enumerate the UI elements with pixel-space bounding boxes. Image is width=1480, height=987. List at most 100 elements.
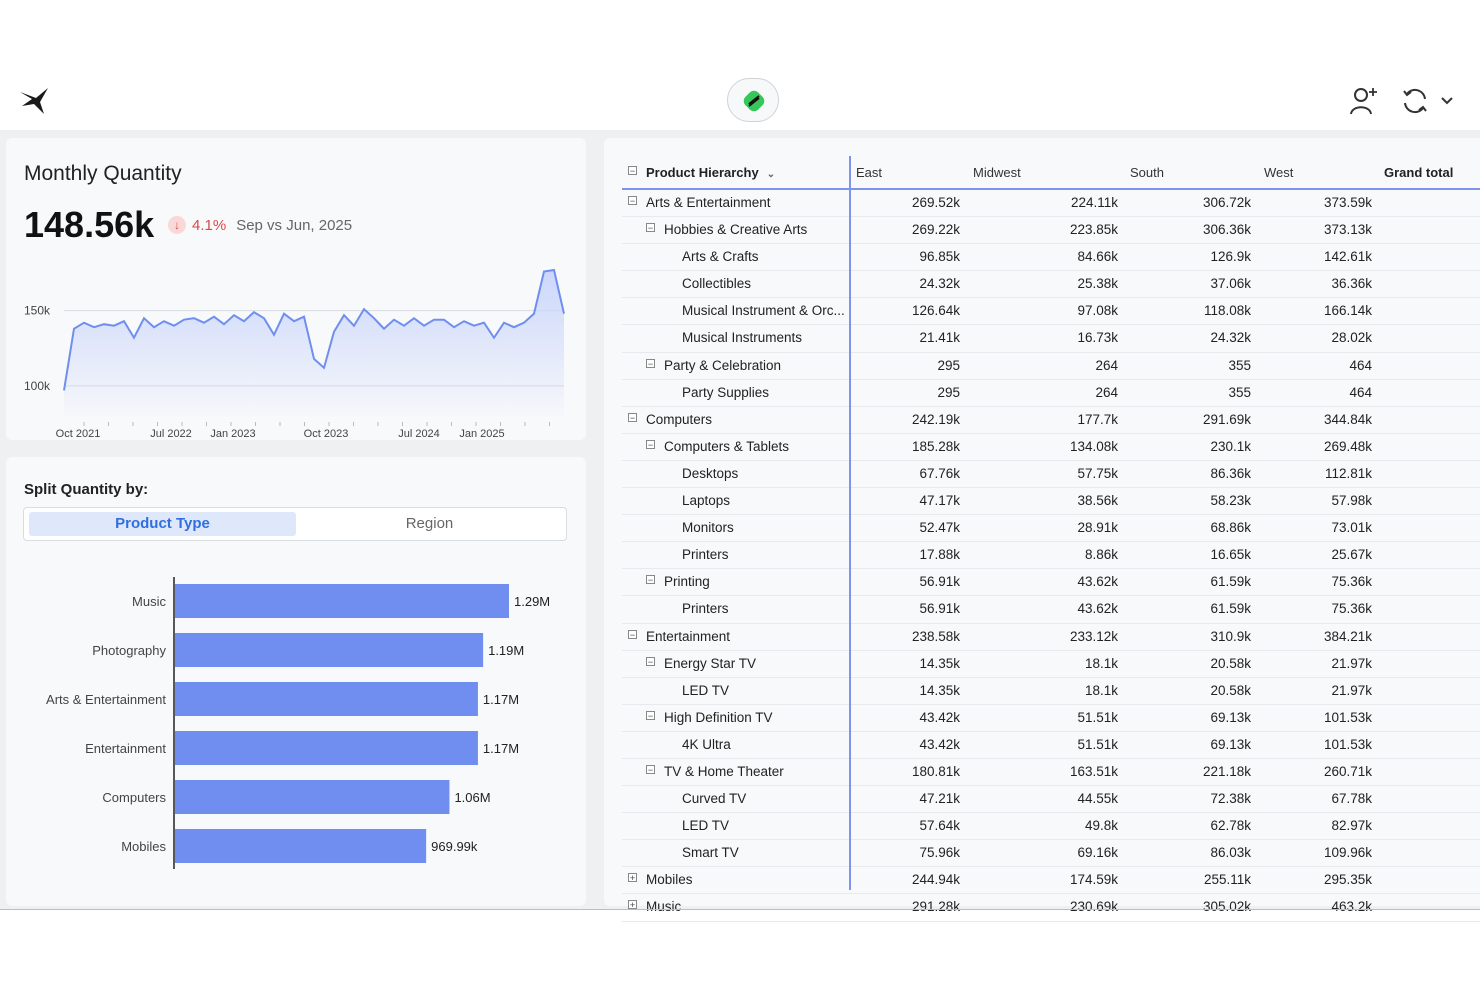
table-row[interactable]: − Computers 242.19k 177.7k 291.69k 344.84k: [622, 407, 1480, 434]
green-app-badge-icon[interactable]: [727, 78, 779, 122]
tab-region[interactable]: Region: [405, 515, 454, 532]
expand-icon[interactable]: +: [628, 873, 637, 884]
table-row[interactable]: − Entertainment 238.58k 233.12k 310.9k 384.21…: [622, 624, 1480, 651]
row-value: 223.85k: [1069, 222, 1118, 238]
chevron-down-icon[interactable]: [1440, 94, 1454, 108]
row-label: Arts & Entertainment: [646, 195, 771, 210]
collapse-icon[interactable]: −: [628, 196, 637, 206]
row-label: 4K Ultra: [682, 736, 731, 752]
collapse-icon[interactable]: −: [628, 412, 637, 423]
table-row[interactable]: Arts & Crafts 96.85k 84.66k 126.9k 142.61k: [622, 244, 1480, 272]
delta-comparison: Sep vs Jun, 2025: [236, 216, 353, 234]
row-value: 75.36k: [1331, 574, 1372, 590]
product-type-bar-chart[interactable]: Music 1.29M Photography 1.19M Arts & Enterta…: [6, 567, 586, 887]
x-tick-label: Jan 2023: [210, 428, 255, 438]
row-value: 109.96k: [1323, 845, 1372, 861]
table-row[interactable]: Printers 56.91k 43.62k 61.59k 75.36k: [622, 596, 1480, 624]
row-value: 69.13k: [1210, 709, 1251, 725]
row-value: 25.67k: [1331, 547, 1372, 563]
row-value: 384.21k: [1323, 628, 1372, 644]
bar[interactable]: [175, 731, 478, 765]
row-value: 305.02k: [1202, 899, 1251, 915]
bar-value-label: 1.17M: [483, 741, 519, 756]
row-value: 24.32k: [919, 276, 960, 292]
row-value: 118.08k: [1203, 303, 1251, 319]
collapse-icon[interactable]: −: [646, 223, 655, 234]
row-label: Energy Star TV: [664, 655, 757, 671]
refresh-icon[interactable]: [1400, 86, 1430, 116]
bar[interactable]: [175, 682, 478, 716]
expand-icon[interactable]: +: [628, 900, 637, 911]
table-row[interactable]: Collectibles 24.32k 25.38k 37.06k 36.36k: [622, 271, 1480, 299]
bar[interactable]: [175, 780, 450, 814]
table-row[interactable]: − Computers & Tablets 185.28k 134.08k 230.1k…: [622, 434, 1480, 461]
collapse-all-icon[interactable]: −: [628, 166, 637, 176]
table-row[interactable]: Desktops 67.76k 57.75k 86.36k 112.81k: [622, 461, 1480, 489]
collapse-icon[interactable]: −: [646, 575, 655, 586]
row-value: 177.7k: [1077, 411, 1118, 427]
table-row[interactable]: − Printing 56.91k 43.62k 61.59k 75.36k: [622, 569, 1480, 597]
split-segmented-control: Product Type Region: [23, 507, 567, 541]
table-row[interactable]: Musical Instrument & Orc... 126.64k 97.08k…: [622, 298, 1480, 326]
table-row[interactable]: − Party & Celebration 295 264 355 464: [622, 353, 1480, 380]
header-east[interactable]: East: [856, 165, 883, 180]
row-value: 47.17k: [919, 493, 960, 509]
monthly-quantity-chart[interactable]: 150k 100k Oct 2021 Jul 2022 Jan 2023 Oct 2023…: [6, 248, 586, 438]
table-row[interactable]: − Hobbies & Creative Arts 269.22k 223.85k 30…: [622, 217, 1480, 245]
add-user-icon[interactable]: [1348, 86, 1380, 116]
table-row[interactable]: Printers 17.88k 8.86k 16.65k 25.67k: [622, 542, 1480, 570]
table-row[interactable]: + Mobiles 244.94k 174.59k 255.11k 295.35k: [622, 867, 1480, 895]
table-row[interactable]: − Energy Star TV 14.35k 18.1k 20.58k 21.97k: [622, 651, 1480, 678]
header-west[interactable]: West: [1264, 165, 1294, 180]
tab-product-type[interactable]: Product Type: [29, 512, 296, 536]
row-label: Arts & Crafts: [682, 249, 759, 265]
row-value: 269.52k: [911, 195, 960, 210]
table-row[interactable]: − High Definition TV 43.42k 51.51k 69.13k 101…: [622, 705, 1480, 732]
row-value: 230.1k: [1210, 438, 1251, 454]
collapse-icon[interactable]: −: [646, 358, 655, 369]
header-grand-total[interactable]: Grand total: [1384, 165, 1454, 180]
table-row[interactable]: Musical Instruments 21.41k 16.73k 24.32k 28.…: [622, 325, 1480, 353]
bird-logo-icon[interactable]: [18, 84, 54, 118]
collapse-icon[interactable]: −: [646, 710, 655, 721]
row-value: 166.14k: [1323, 303, 1372, 319]
bar[interactable]: [175, 633, 484, 667]
table-row[interactable]: − Arts & Entertainment 269.52k 224.11k 306.7…: [622, 190, 1480, 218]
row-value: 58.23k: [1210, 493, 1251, 509]
collapse-icon[interactable]: −: [646, 656, 655, 667]
row-value: 16.73k: [1077, 330, 1118, 346]
row-label: Computers: [646, 411, 713, 427]
row-value: 464: [1349, 384, 1372, 400]
table-row[interactable]: + Music 291.28k 230.69k 305.02k 463.2k: [622, 894, 1480, 922]
table-row[interactable]: Curved TV 47.21k 44.55k 72.38k 67.78k: [622, 786, 1480, 814]
row-value: 44.55k: [1077, 791, 1118, 807]
table-row[interactable]: − TV & Home Theater 180.81k 163.51k 221.18k 2…: [622, 759, 1480, 787]
table-row[interactable]: Smart TV 75.96k 69.16k 86.03k 109.96k: [622, 840, 1480, 868]
x-tick-label: Jul 2022: [150, 428, 192, 438]
header-product-hierarchy[interactable]: Product Hierarchy ⌄: [646, 165, 776, 180]
collapse-icon[interactable]: −: [646, 439, 655, 450]
row-value: 24.32k: [1210, 330, 1251, 346]
row-value: 75.36k: [1331, 601, 1372, 617]
table-row[interactable]: Party Supplies 295 264 355 464: [622, 380, 1480, 407]
row-label: Mobiles: [646, 872, 693, 888]
chevron-down-icon[interactable]: ⌄: [766, 169, 776, 180]
row-value: 134.08k: [1069, 438, 1118, 454]
table-row[interactable]: Laptops 47.17k 38.56k 58.23k 57.98k: [622, 488, 1480, 516]
bar[interactable]: [175, 584, 509, 618]
series-line[interactable]: [63, 268, 565, 391]
row-value: 18.1k: [1084, 655, 1118, 671]
table-row[interactable]: Monitors 52.47k 28.91k 68.86k 73.01k: [622, 515, 1480, 543]
table-row[interactable]: 4K Ultra 43.42k 51.51k 69.13k 101.53k: [622, 732, 1480, 759]
header-south[interactable]: South: [1130, 165, 1164, 180]
table-row[interactable]: LED TV 57.64k 49.8k 62.78k 82.97k: [622, 813, 1480, 841]
row-value: 373.13k: [1323, 222, 1372, 238]
area-fill: [64, 270, 564, 416]
collapse-icon[interactable]: −: [646, 764, 655, 775]
bar-value-label: 1.29M: [514, 594, 550, 609]
row-label: TV & Home Theater: [664, 763, 784, 779]
collapse-icon[interactable]: −: [628, 629, 637, 640]
header-midwest[interactable]: Midwest: [973, 165, 1021, 180]
table-row[interactable]: LED TV 14.35k 18.1k 20.58k 21.97k: [622, 678, 1480, 705]
bar[interactable]: [175, 829, 427, 863]
